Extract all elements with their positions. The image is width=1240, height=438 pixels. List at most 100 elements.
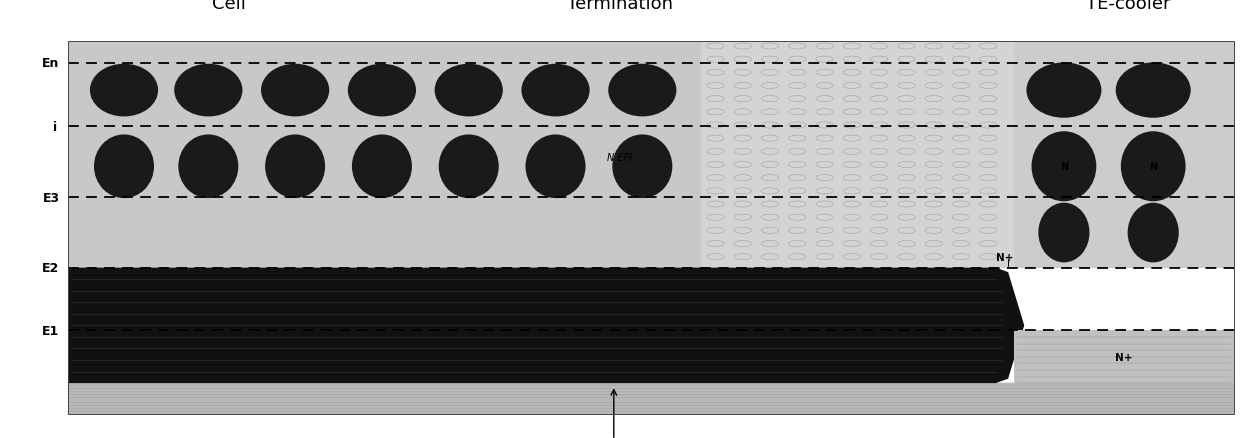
Point xyxy=(330,237,350,244)
Point xyxy=(1169,367,1189,374)
Point xyxy=(156,81,176,88)
Point xyxy=(516,85,536,92)
Point xyxy=(1107,152,1127,159)
Point xyxy=(264,248,284,255)
Point xyxy=(275,66,295,73)
Point xyxy=(599,175,619,182)
Point xyxy=(222,168,242,175)
Point xyxy=(601,159,621,166)
Point xyxy=(441,248,461,255)
Point xyxy=(250,72,270,79)
Point xyxy=(236,158,255,165)
Point xyxy=(1141,252,1161,259)
Point xyxy=(534,169,554,176)
Point xyxy=(521,40,541,47)
Point xyxy=(604,170,624,177)
Point xyxy=(1009,208,1029,215)
Point xyxy=(600,190,620,197)
Point xyxy=(360,172,379,179)
Point xyxy=(73,158,93,165)
Point xyxy=(573,41,593,48)
Point xyxy=(184,78,203,85)
Point xyxy=(367,138,387,145)
Point xyxy=(1042,198,1061,205)
Point xyxy=(126,164,146,171)
Point xyxy=(324,234,343,241)
Point xyxy=(237,166,257,173)
Point xyxy=(418,159,438,166)
Point xyxy=(303,63,322,70)
Point xyxy=(520,119,539,126)
Point xyxy=(339,253,358,260)
Point xyxy=(357,83,377,90)
Point xyxy=(683,198,703,205)
Point xyxy=(591,99,611,106)
Point xyxy=(658,150,678,157)
Point xyxy=(1126,139,1146,146)
Point xyxy=(394,58,414,65)
Point xyxy=(317,143,337,150)
Point xyxy=(205,48,224,55)
Point xyxy=(279,138,299,145)
Point xyxy=(264,89,284,96)
Point xyxy=(188,187,208,194)
Point xyxy=(531,106,551,113)
Point xyxy=(554,60,574,67)
Point xyxy=(140,99,160,106)
Point xyxy=(117,226,136,233)
Point xyxy=(651,237,671,244)
Point xyxy=(114,127,134,134)
Point xyxy=(267,236,286,243)
Point xyxy=(528,118,548,125)
Point xyxy=(120,247,140,254)
Point xyxy=(440,82,460,89)
Point xyxy=(629,205,649,212)
Point xyxy=(423,230,443,237)
Point xyxy=(174,205,193,212)
Point xyxy=(485,122,505,129)
Point xyxy=(515,124,534,131)
Point xyxy=(652,215,672,222)
Point xyxy=(507,189,527,196)
Point xyxy=(656,160,676,167)
Point xyxy=(1177,68,1197,75)
Point xyxy=(151,46,171,53)
Point xyxy=(373,92,393,99)
Point xyxy=(351,121,371,128)
Point xyxy=(1045,208,1065,215)
Point xyxy=(260,104,280,111)
Point xyxy=(626,215,646,222)
Point xyxy=(82,168,102,175)
Point xyxy=(653,183,673,190)
Point xyxy=(223,131,243,138)
Point xyxy=(92,174,112,181)
Point xyxy=(128,174,148,181)
Point xyxy=(577,222,596,229)
Point xyxy=(1214,41,1234,48)
Point xyxy=(259,218,279,225)
Point xyxy=(425,121,445,128)
Point xyxy=(394,198,414,205)
Point xyxy=(1194,190,1214,197)
Point xyxy=(154,129,174,136)
Point xyxy=(477,62,497,69)
Point xyxy=(289,208,309,215)
Point xyxy=(450,39,470,46)
Point xyxy=(148,42,167,49)
Point xyxy=(63,156,83,163)
Point xyxy=(155,145,175,152)
Point xyxy=(190,219,210,226)
Point xyxy=(425,258,445,265)
Point xyxy=(339,96,358,103)
Point xyxy=(510,221,529,228)
Point xyxy=(417,257,436,264)
Point xyxy=(77,247,97,254)
Point xyxy=(312,68,332,75)
Point xyxy=(482,85,502,92)
Point xyxy=(1199,370,1219,377)
Point xyxy=(1173,370,1193,377)
Point xyxy=(330,166,350,173)
Point xyxy=(427,196,446,203)
Point xyxy=(210,208,229,215)
Point xyxy=(290,257,310,264)
